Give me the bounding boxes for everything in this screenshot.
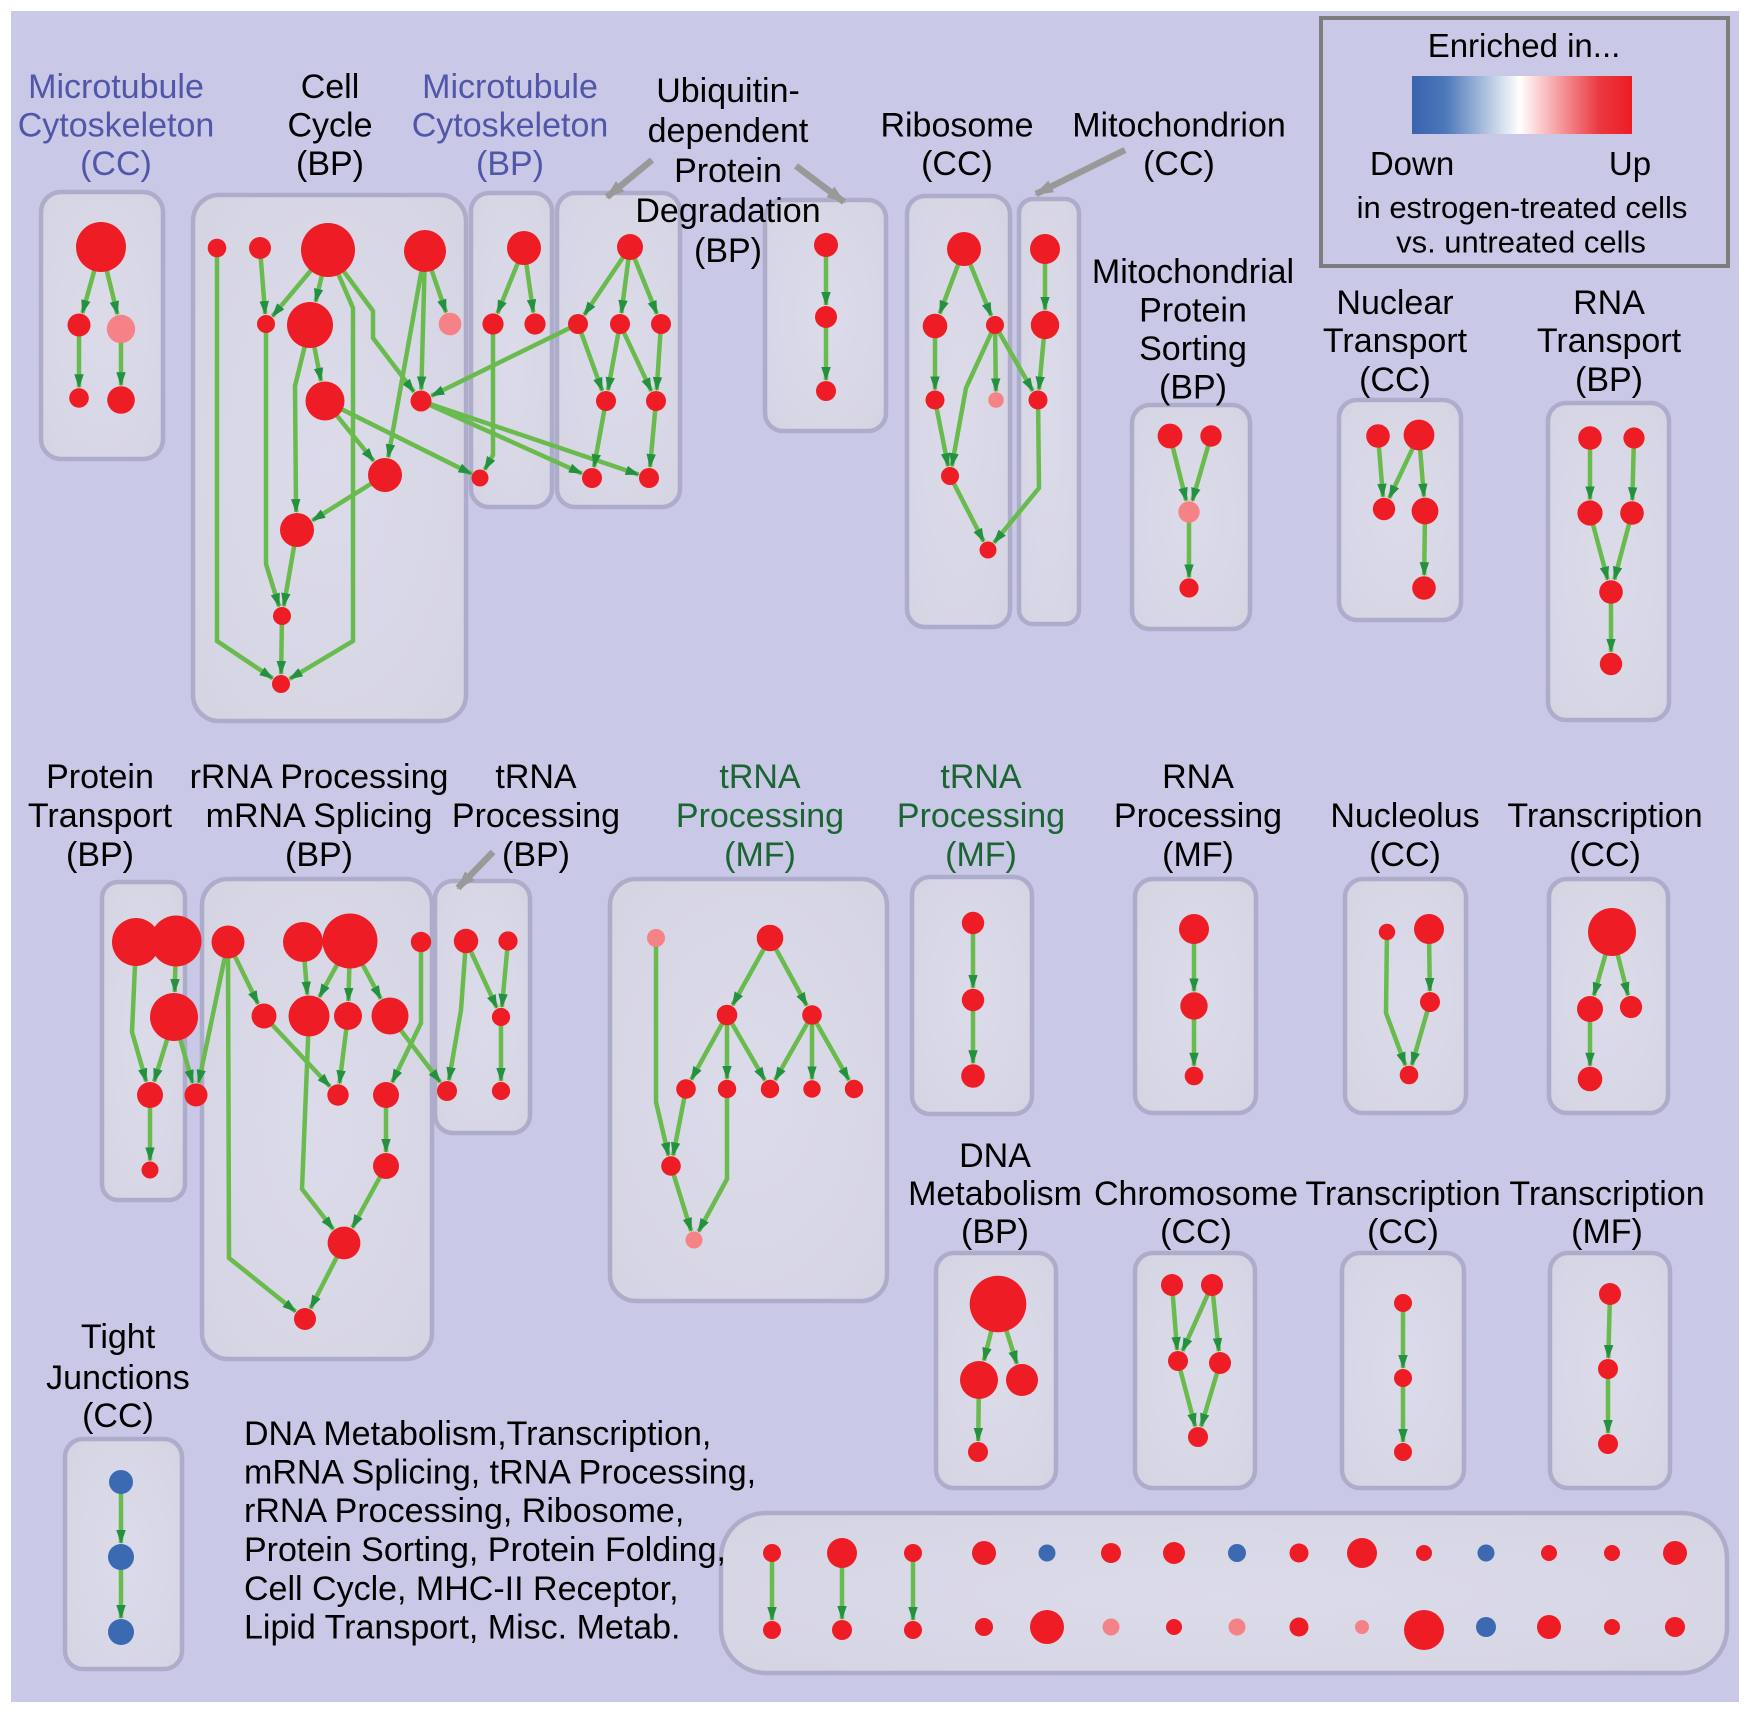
svg-text:RNA: RNA (1573, 284, 1645, 322)
svg-text:dependent: dependent (648, 112, 809, 150)
svg-text:mRNA Splicing, tRNA Processing: mRNA Splicing, tRNA Processing, (244, 1454, 756, 1492)
svg-text:(CC): (CC) (921, 145, 993, 183)
svg-text:Protein: Protein (46, 758, 154, 796)
svg-text:Processing: Processing (676, 797, 844, 835)
svg-text:Cytoskeleton: Cytoskeleton (18, 107, 215, 145)
svg-text:Cell Cycle, MHC-II Receptor,: Cell Cycle, MHC-II Receptor, (244, 1570, 679, 1608)
svg-text:tRNA: tRNA (940, 758, 1022, 796)
svg-text:(MF): (MF) (1162, 836, 1234, 874)
svg-text:(MF): (MF) (1571, 1213, 1643, 1251)
svg-text:Processing: Processing (452, 797, 620, 835)
svg-text:mRNA Splicing: mRNA Splicing (206, 797, 433, 835)
svg-text:Transcription: Transcription (1507, 797, 1702, 835)
svg-text:(CC): (CC) (82, 1397, 154, 1435)
svg-text:Ribosome: Ribosome (880, 107, 1033, 145)
svg-text:Microtubule: Microtubule (28, 68, 204, 106)
svg-text:Cycle: Cycle (287, 107, 372, 145)
svg-text:Transport: Transport (1323, 322, 1468, 360)
svg-text:(CC): (CC) (1160, 1213, 1232, 1251)
svg-text:(BP): (BP) (694, 232, 762, 270)
svg-text:Mitochondrion: Mitochondrion (1072, 107, 1286, 145)
svg-text:Down: Down (1370, 145, 1454, 182)
svg-text:RNA: RNA (1162, 758, 1234, 796)
svg-text:vs. untreated cells: vs. untreated cells (1396, 225, 1646, 260)
svg-text:(BP): (BP) (476, 145, 544, 183)
svg-text:Up: Up (1609, 145, 1651, 182)
svg-text:Transcription: Transcription (1305, 1175, 1500, 1213)
svg-text:(CC): (CC) (80, 145, 152, 183)
svg-text:Sorting: Sorting (1139, 330, 1247, 368)
svg-text:rRNA Processing: rRNA Processing (190, 758, 449, 796)
svg-text:Degradation: Degradation (635, 192, 820, 230)
svg-text:tRNA: tRNA (719, 758, 801, 796)
svg-text:Chromosome: Chromosome (1094, 1175, 1298, 1213)
svg-text:tRNA: tRNA (495, 758, 577, 796)
svg-text:Microtubule: Microtubule (422, 68, 598, 106)
svg-text:DNA: DNA (959, 1137, 1031, 1175)
svg-text:Protein: Protein (1139, 292, 1247, 330)
svg-text:Protein: Protein (674, 152, 782, 190)
svg-text:(BP): (BP) (66, 836, 134, 874)
svg-text:Protein Sorting, Protein Foldi: Protein Sorting, Protein Folding, (244, 1531, 726, 1569)
svg-text:Transport: Transport (1537, 322, 1682, 360)
svg-text:(BP): (BP) (961, 1213, 1029, 1251)
svg-text:(CC): (CC) (1143, 145, 1215, 183)
svg-text:Ubiquitin-: Ubiquitin- (656, 72, 800, 110)
svg-text:(CC): (CC) (1367, 1213, 1439, 1251)
svg-text:Lipid Transport, Misc. Metab.: Lipid Transport, Misc. Metab. (244, 1609, 681, 1647)
svg-text:Metabolism: Metabolism (908, 1175, 1082, 1213)
svg-text:(MF): (MF) (945, 836, 1017, 874)
svg-text:Transport: Transport (28, 797, 173, 835)
svg-text:Processing: Processing (1114, 797, 1282, 835)
svg-text:Transcription: Transcription (1509, 1175, 1704, 1213)
svg-text:Enriched in...: Enriched in... (1428, 27, 1621, 64)
svg-text:Processing: Processing (897, 797, 1065, 835)
svg-text:(MF): (MF) (724, 836, 796, 874)
svg-text:(BP): (BP) (1575, 361, 1643, 399)
svg-text:Nuclear: Nuclear (1336, 284, 1453, 322)
svg-text:Mitochondrial: Mitochondrial (1092, 253, 1294, 291)
svg-text:DNA Metabolism,Transcription,: DNA Metabolism,Transcription, (244, 1415, 711, 1453)
svg-text:Cell: Cell (301, 68, 360, 106)
svg-text:(CC): (CC) (1359, 361, 1431, 399)
svg-text:Junctions: Junctions (46, 1359, 190, 1397)
svg-text:(BP): (BP) (296, 145, 364, 183)
svg-text:(BP): (BP) (502, 836, 570, 874)
svg-text:Tight: Tight (81, 1318, 156, 1356)
svg-text:rRNA Processing, Ribosome,: rRNA Processing, Ribosome, (244, 1492, 684, 1530)
svg-text:Cytoskeleton: Cytoskeleton (412, 107, 609, 145)
svg-text:(CC): (CC) (1569, 836, 1641, 874)
svg-text:in estrogen-treated cells: in estrogen-treated cells (1357, 190, 1688, 225)
svg-text:(BP): (BP) (1159, 369, 1227, 407)
svg-text:Nucleolus: Nucleolus (1330, 797, 1479, 835)
svg-text:(BP): (BP) (285, 836, 353, 874)
svg-text:(CC): (CC) (1369, 836, 1441, 874)
